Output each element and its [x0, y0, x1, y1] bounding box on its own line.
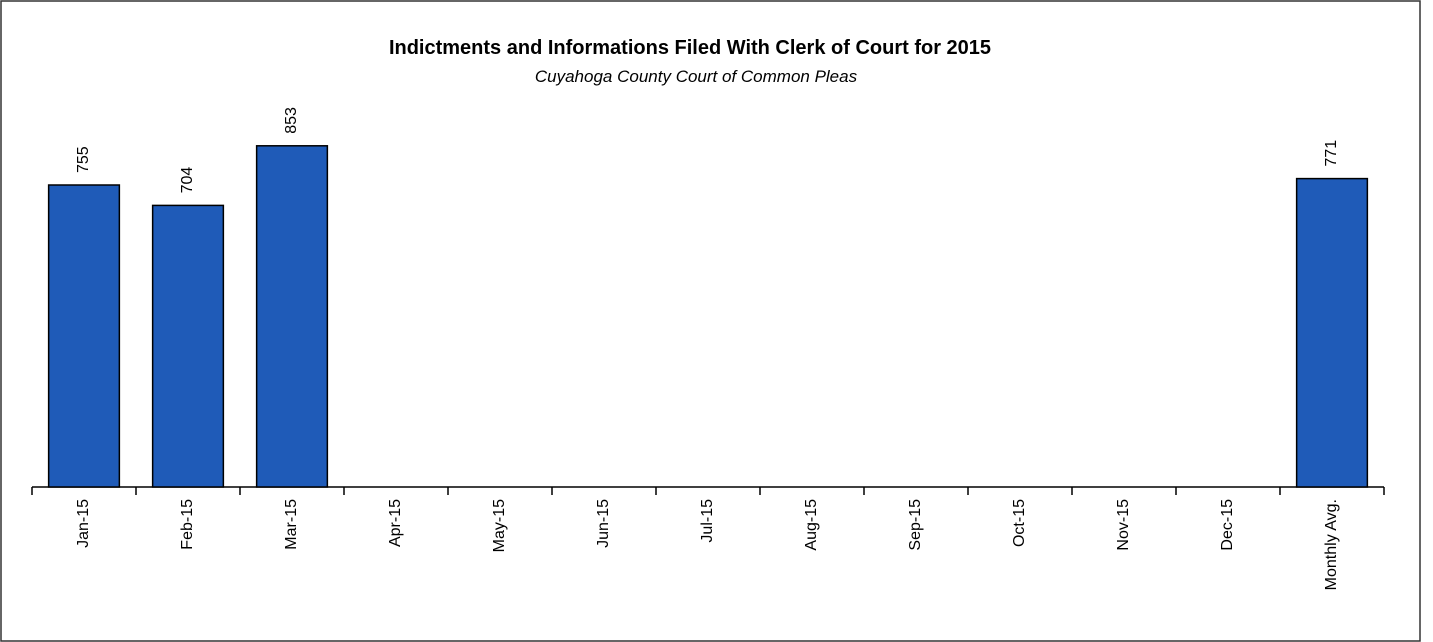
- data-label: 755: [75, 146, 92, 173]
- x-tick-label: Monthly Avg.: [1323, 499, 1340, 590]
- chart-title: Indictments and Informations Filed With …: [389, 37, 991, 59]
- bar: [47, 184, 121, 488]
- x-tick-label: Aug-15: [803, 499, 820, 551]
- x-tick-label: Oct-15: [1011, 499, 1028, 547]
- x-tick-label: Sep-15: [907, 499, 924, 551]
- x-tick-label: Jul-15: [699, 499, 716, 543]
- x-tick-label: Feb-15: [179, 499, 196, 550]
- data-label: 853: [283, 107, 300, 134]
- x-tick-label: May-15: [491, 499, 508, 552]
- x-tick-label: Mar-15: [283, 499, 300, 550]
- bar: [255, 145, 329, 488]
- bar: [1295, 177, 1369, 488]
- data-label: 771: [1323, 140, 1340, 167]
- x-tick-label: Jan-15: [75, 499, 92, 548]
- data-label: 704: [179, 167, 196, 194]
- chart-subtitle: Cuyahoga County Court of Common Pleas: [535, 67, 858, 86]
- x-tick-label: Dec-15: [1219, 499, 1236, 551]
- bar: [151, 204, 225, 488]
- x-tick-label: Jun-15: [595, 499, 612, 548]
- x-tick-label: Apr-15: [387, 499, 404, 547]
- x-tick-label: Nov-15: [1115, 499, 1132, 551]
